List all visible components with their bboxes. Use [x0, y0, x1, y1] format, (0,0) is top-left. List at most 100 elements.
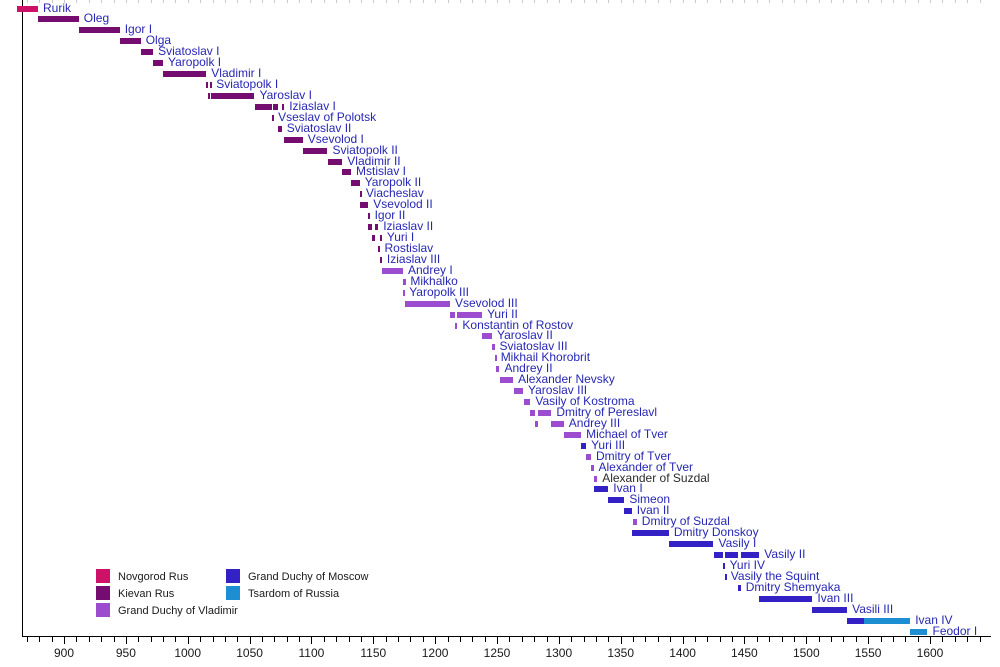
top-axis-tick: [163, 0, 164, 3]
top-axis-tick: [435, 0, 437, 3]
top-axis-tick: [447, 0, 449, 3]
top-axis-tick: [855, 0, 857, 3]
reign-bar-segment: [668, 541, 714, 548]
ruler-label: Iziaslav III: [386, 251, 441, 266]
top-axis-tick: [497, 0, 498, 3]
x-axis-tick: [905, 637, 907, 642]
ruler-label: Yaroslav I: [259, 87, 312, 102]
x-axis-tick: [583, 637, 585, 642]
ruler-label: Yaropolk II: [364, 175, 422, 190]
reign-bar-segment: [910, 628, 928, 635]
x-axis-tick: [187, 637, 189, 644]
ruler-label: Mikhalko: [410, 273, 458, 288]
top-axis-tick: [187, 0, 189, 3]
top-axis-tick: [583, 0, 585, 3]
top-axis-tick: [546, 0, 548, 3]
ruler-label: Vasily the Squint: [730, 568, 820, 583]
ruler-label: Sviatopolk I: [216, 77, 279, 91]
top-axis-tick: [558, 0, 560, 3]
x-axis-tick-label: 1100: [298, 646, 325, 660]
x-axis-tick: [509, 637, 511, 642]
x-axis-tick: [855, 637, 857, 642]
top-axis-tick: [299, 0, 300, 3]
top-axis-tick: [249, 0, 251, 3]
ruler-label: Yuri III: [591, 437, 626, 452]
x-axis-tick-label: 950: [115, 646, 136, 660]
top-axis-tick: [138, 0, 140, 3]
ruler-label: Andrey I: [408, 262, 453, 277]
top-axis-tick: [843, 0, 845, 3]
top-axis-tick: [484, 0, 486, 3]
reign-bar-segment: [17, 5, 38, 12]
top-axis-tick: [311, 0, 313, 3]
x-axis-tick: [163, 637, 164, 642]
top-axis-tick: [744, 0, 746, 3]
reign-bar-segment: [450, 311, 455, 318]
top-axis-tick: [509, 0, 511, 3]
x-axis-tick: [101, 637, 103, 642]
top-axis-tick: [620, 0, 622, 3]
ruler-label: Ivan I: [613, 481, 643, 496]
top-axis-tick: [608, 0, 610, 3]
x-axis-tick: [930, 637, 931, 644]
ruler-label: Mstislav I: [356, 164, 407, 179]
x-axis-tick: [224, 637, 226, 642]
x-axis-tick: [497, 637, 498, 644]
x-axis-tick-label: 1550: [854, 646, 882, 660]
legend-swatch: [226, 586, 240, 601]
ruler-label: Andrey II: [504, 361, 553, 376]
reign-bar-segment: [633, 519, 637, 526]
x-axis-tick: [954, 637, 956, 642]
x-axis-tick: [373, 637, 375, 644]
x-axis-tick: [843, 637, 845, 642]
reign-bar-segment: [847, 617, 865, 624]
reign-bar-segment: [38, 16, 79, 23]
reign-bar-segment: [454, 322, 458, 329]
x-axis-tick-label: 1250: [483, 646, 511, 660]
x-axis-tick: [633, 637, 635, 642]
top-axis-tick: [373, 0, 375, 3]
x-axis-tick-label: 900: [53, 646, 75, 660]
top-axis-tick: [756, 0, 758, 3]
x-axis-tick: [620, 637, 622, 644]
top-axis-tick: [633, 0, 635, 3]
reign-bar-segment: [494, 355, 497, 362]
reign-bar-segment: [327, 158, 343, 165]
reign-bar-segment: [153, 60, 163, 67]
reign-bar-segment: [586, 453, 591, 460]
ruler-label: Oleg: [83, 11, 110, 26]
x-axis-tick: [125, 637, 127, 644]
ruler-label: Yaropolk III: [409, 284, 469, 299]
ruler-label: Vasily II: [764, 547, 806, 561]
x-axis-tick: [682, 637, 684, 644]
x-axis-tick: [546, 637, 548, 642]
reign-bar-segment: [403, 289, 405, 296]
x-axis-tick: [707, 637, 709, 642]
reign-bar-segment: [374, 224, 379, 231]
reign-bar-segment: [302, 147, 328, 154]
reign-bar-segment: [864, 617, 911, 624]
x-axis-tick: [150, 637, 152, 642]
top-axis-tick: [954, 0, 956, 3]
top-axis-tick: [707, 0, 709, 3]
reign-bar-segment: [591, 464, 594, 471]
top-axis-tick: [917, 0, 919, 3]
reign-bar-segment: [593, 486, 609, 493]
top-axis-tick: [212, 0, 214, 3]
reign-bar-segment: [140, 49, 154, 56]
x-axis-tick: [447, 637, 449, 642]
x-axis-tick: [942, 637, 944, 642]
x-axis-tick-label: 1200: [421, 646, 449, 660]
x-axis-tick: [744, 637, 746, 644]
reign-bar-segment: [492, 344, 495, 351]
reign-bar-segment: [379, 235, 382, 241]
ruler-label: Iziaslav I: [289, 98, 336, 113]
reign-bar-segment: [403, 278, 406, 285]
top-axis-tick: [645, 0, 647, 3]
reign-bar-segment: [759, 595, 813, 602]
reign-bar-segment: [119, 38, 141, 45]
top-axis-tick: [76, 0, 78, 3]
reign-bar-segment: [379, 256, 382, 263]
top-axis-tick: [237, 0, 239, 3]
